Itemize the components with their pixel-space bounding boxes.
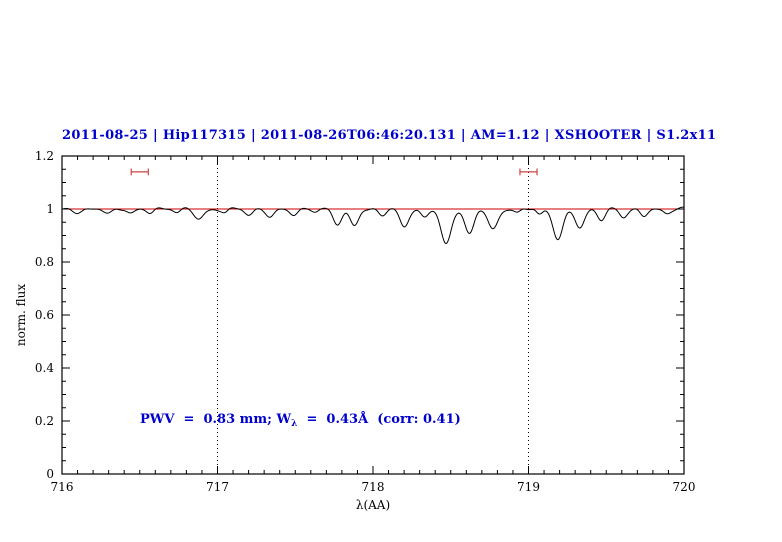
x-tick-label: 718 [362, 480, 385, 494]
pwv-annotation: PWV = 0.83 mm; Wλ = 0.43Å (corr: 0.41) [140, 412, 461, 429]
plot-title: 2011-08-25 | Hip117315 | 2011-08-26T06:4… [62, 128, 717, 143]
x-tick-label: 716 [51, 480, 74, 494]
axis-ticks [61, 155, 685, 475]
spectrum-line [61, 206, 685, 245]
fit-range-marker [130, 168, 149, 176]
annotation-text-post: = 0.43Å (corr: 0.41) [297, 412, 461, 427]
y-tick-label: 0.4 [35, 361, 54, 375]
y-tick-label: 0 [46, 467, 54, 481]
tick-labels: 716 717 718 719 720 0 0.2 0.4 0.6 0.8 1 1.2 [35, 149, 696, 494]
x-tick-label: 717 [206, 480, 229, 494]
y-tick-label: 1.2 [35, 149, 54, 163]
y-tick-label: 1 [46, 202, 54, 216]
y-axis-label: norm. flux [14, 284, 28, 346]
y-tick-label: 0.8 [35, 255, 54, 269]
annotation-text-pre: PWV = 0.83 mm; W [140, 412, 292, 427]
y-tick-label: 0.6 [35, 308, 54, 322]
x-axis-label: λ(AA) [356, 498, 390, 512]
x-tick-label: 720 [673, 480, 696, 494]
fit-range-marker [519, 168, 538, 176]
x-tick-label: 719 [517, 480, 540, 494]
y-tick-label: 0.2 [35, 414, 54, 428]
annotation-lambda-subscript: λ [291, 419, 298, 429]
